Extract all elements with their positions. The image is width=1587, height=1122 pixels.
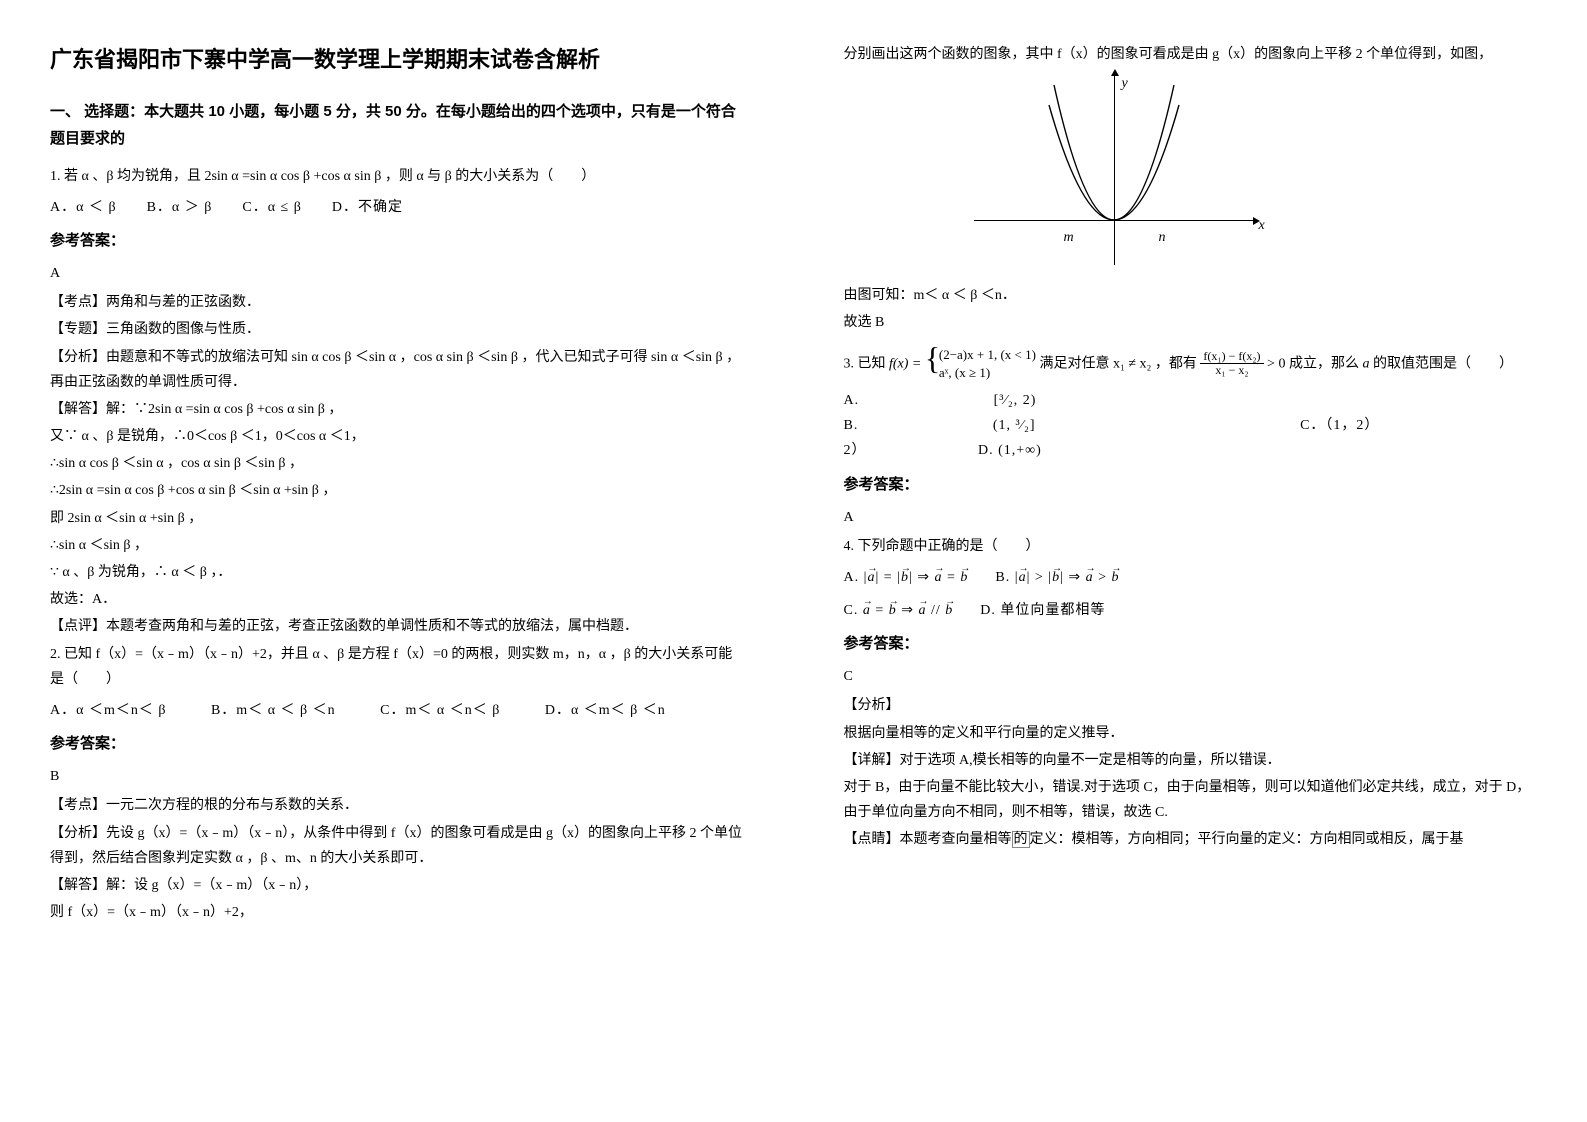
q1-subject: 【专题】三角函数的图像与性质． [50, 317, 744, 342]
q2-right-1: 分别画出这两个函数的图象，其中 f（x）的图象可看成是由 g（x）的图象向上平移… [844, 42, 1538, 67]
q4-detail-1: 【详解】对于选项 A,模长相等的向量不一定是相等的向量，所以错误． [844, 748, 1538, 773]
x-axis-label: x [1259, 213, 1265, 238]
q3-opt-d-label: D. [978, 443, 994, 458]
q4-comment: 【点睛】本题考查向量相等的定义：模相等，方向相同；平行向量的定义：方向相同或相反… [844, 827, 1538, 852]
q1-answer: A [50, 261, 744, 286]
q1-sol-6: ∴sin α ＜sin β ， [50, 533, 744, 558]
q3-frac-bot: x₁ − x₂ [1200, 364, 1263, 377]
q1-topic: 【考点】两角和与差的正弦函数． [50, 290, 744, 315]
parabola-graph: x y m n [964, 75, 1264, 275]
q1-sol-3: ∴sin α cos β ＜sin α ，cos α sin β ＜sin β … [50, 451, 744, 476]
q4-options-row1: A. |a| = |b| ⇒ a = b B. |a| > |b| ⇒ a > … [844, 565, 1538, 590]
q4-c1-pre: 【点睛】本题考查向量相等 [844, 832, 1012, 847]
section-1-head: 一、 选择题：本大题共 10 小题，每小题 5 分，共 50 分。在每小题给出的… [50, 98, 744, 152]
y-axis-label: y [1122, 71, 1128, 96]
q1-comment: 【点评】本题考查两角和与差的正弦，考查正弦函数的单调性质和不等式的放缩法，属中档… [50, 614, 744, 639]
q1-sol-7: ∵ α 、β 为锐角，∴ α ＜ β ，． [50, 560, 744, 585]
q4-c1-post: 定义：模相等，方向相同；平行向量的定义：方向相同或相反，属于基 [1030, 832, 1464, 847]
q3-gt0: > 0 [1267, 356, 1285, 371]
q3-opt-c: C．（1，2） [1300, 413, 1379, 438]
q1-stem: 1. 若 α 、β 均为锐角，且 2sin α =sin α cos β +co… [50, 164, 744, 189]
q2-stem: 2. 已知 f（x）=（x﹣m）（x﹣n）+2，并且 α 、β 是方程 f（x）… [50, 642, 744, 692]
q3-pre: 3. 已知 [844, 356, 886, 371]
doc-title: 广东省揭阳市下寨中学高一数学理上学期期末试卷含解析 [50, 40, 744, 80]
q2-analysis: 【分析】先设 g（x）=（x﹣m）（x﹣n），从条件中得到 f（x）的图象可看成… [50, 821, 744, 871]
q4-answer: C [844, 664, 1538, 689]
q1-sol-1: 【解答】解：∵2sin α =sin α cos β +cos α sin β … [50, 397, 744, 422]
q3-a-var: a [1362, 356, 1369, 371]
q3-options: A. [³⁄₂, 2) B. (1, ³⁄₂] C．（1，2） 2） D. (1… [844, 388, 1538, 464]
q2-opt-c: C．m＜ α ＜n＜ β [380, 698, 500, 723]
q2-options: A．α ＜m＜n＜ β B．m＜ α ＜ β ＜n C．m＜ α ＜n＜ β D… [50, 698, 744, 723]
q3-opt-a-val: [³⁄₂, 2) [994, 388, 1037, 413]
q3-opt-b-val: (1, ³⁄₂] [993, 413, 1036, 438]
q1-sol-2: 又∵ α 、β 是锐角，∴0＜cos β ＜1，0＜cos α ＜1， [50, 424, 744, 449]
q2-topic: 【考点】一元二次方程的根的分布与系数的关系． [50, 793, 744, 818]
q3-piecewise: (2−a)x + 1, (x < 1) aˣ, (x ≥ 1) [925, 346, 1036, 382]
graph-label-m: m [1064, 225, 1074, 250]
q3-opt-d-val: (1,+∞) [998, 443, 1042, 458]
q4-opt-d: D. 单位向量都相等 [980, 603, 1105, 618]
q2-opt-b: B．m＜ α ＜ β ＜n [211, 698, 336, 723]
q2-right-3: 故选 B [844, 310, 1538, 335]
q4-analysis: 根据向量相等的定义和平行向量的定义推导． [844, 721, 1538, 746]
q3-fx-bot: aˣ, (x ≥ 1) [939, 364, 1036, 382]
q4-stem: 4. 下列命题中正确的是（ ） [844, 534, 1538, 559]
q4-options-row2: C. a = b ⇒ a // b D. 单位向量都相等 [844, 598, 1538, 623]
q1-ref-label: 参考答案： [50, 228, 744, 255]
q3-opt-a-label: A. [844, 388, 860, 413]
q3-opt-c-end: 2） [844, 438, 974, 463]
q3-fx-top: (2−a)x + 1, (x < 1) [939, 346, 1036, 364]
q3-mid3: 成立，那么 [1289, 356, 1359, 371]
q2-opt-a: A．α ＜m＜n＜ β [50, 698, 166, 723]
q3-tail: 的取值范围是（ ） [1373, 356, 1513, 371]
q2-opt-d: D．α ＜m＜ β ＜n [545, 698, 666, 723]
q3-stem: 3. 已知 f(x) = (2−a)x + 1, (x < 1) aˣ, (x … [844, 346, 1538, 382]
q3-cond: x₁ ≠ x₂ [1113, 356, 1151, 371]
q3-opt-b-label: B. [844, 413, 859, 438]
q3-fraction: f(x₁) − f(x₂) x₁ − x₂ [1200, 350, 1263, 377]
q2-ref-label: 参考答案： [50, 731, 744, 758]
q2-sol-2: 则 f（x）=（x﹣m）（x﹣n）+2， [50, 900, 744, 925]
q4-opt-b-label: B. [995, 570, 1010, 585]
q4-opt-c-label: C. [844, 603, 859, 618]
q4-analysis-label: 【分析】 [844, 693, 1538, 718]
q3-mid: 满足对任意 [1039, 356, 1109, 371]
q3-answer: A [844, 505, 1538, 530]
q1-sol-5: 即 2sin α ＜sin α +sin β ， [50, 506, 744, 531]
q3-mid2: ，都有 [1155, 356, 1197, 371]
q1-sol-4: ∴2sin α =sin α cos β +cos α sin β ＜sin α… [50, 478, 744, 503]
q3-frac-top: f(x₁) − f(x₂) [1200, 350, 1263, 364]
q4-c1-mid: 的 [1012, 831, 1030, 848]
q4-detail-2: 对于 B，由于向量不能比较大小，错误.对于选项 C，由于向量相等，则可以知道他们… [844, 775, 1538, 825]
q2-sol-1: 【解答】解：设 g（x）=（x﹣m）（x﹣n）， [50, 873, 744, 898]
q2-answer: B [50, 764, 744, 789]
parabola-curve [964, 75, 1264, 275]
q4-opt-a-label: A. [844, 570, 860, 585]
q2-right-2: 由图可知：m＜ α ＜ β ＜n． [844, 283, 1538, 308]
q1-analysis: 【分析】由题意和不等式的放缩法可知 sin α cos β ＜sin α ，co… [50, 345, 744, 395]
q3-ref-label: 参考答案： [844, 472, 1538, 499]
q4-ref-label: 参考答案： [844, 631, 1538, 658]
graph-label-n: n [1159, 225, 1166, 250]
q1-sol-8: 故选：A． [50, 587, 744, 612]
q1-options: A．α ＜ β B．α ＞ β C．α ≤ β D．不确定 [50, 195, 744, 220]
